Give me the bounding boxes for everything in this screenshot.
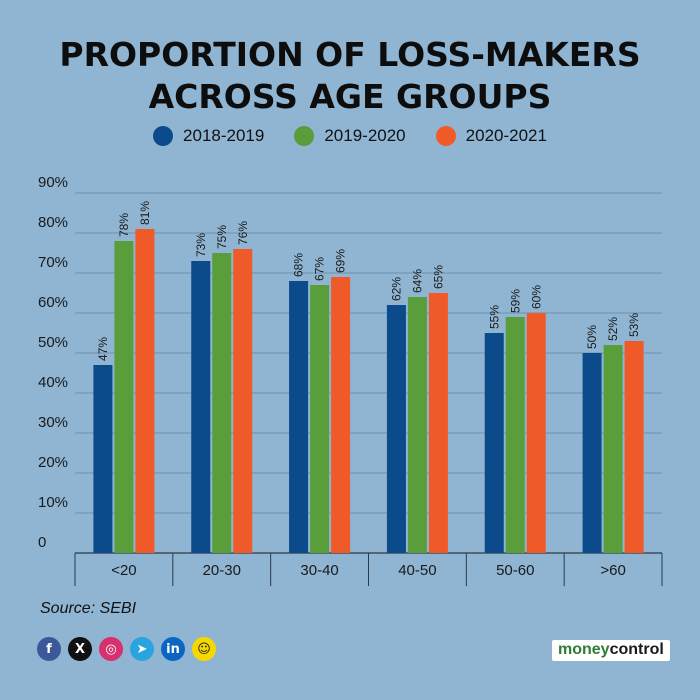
data-label: 60% [529,285,543,309]
legend-swatch [153,126,174,146]
bar [484,333,504,553]
x-tick-label: <20 [111,562,136,579]
data-label: 75% [215,225,229,249]
legend-label: 2020-2021 [465,126,547,145]
y-tick-label: 40% [38,374,68,391]
data-label: 76% [236,221,250,245]
legend-item-2018-2019: 2018-2019 [153,126,264,146]
bar [526,313,546,553]
source-note: Source: SEBI [40,600,137,617]
bar [114,241,134,553]
legend-swatch [435,126,456,146]
legend-item-2020-2021: 2020-2021 [435,126,547,146]
y-tick-label: 10% [38,494,68,511]
legend-label: 2018-2019 [183,126,265,145]
bar [505,317,525,553]
bar [310,285,330,553]
legend: 2018-2019 2019-2020 2020-2021 [0,126,700,146]
data-label: 64% [410,269,424,293]
y-tick-label: 20% [38,454,68,471]
linkedin-icon[interactable]: in [161,637,185,661]
x-tick-label: 20-30 [203,562,241,579]
y-tick-label: 70% [38,254,68,271]
telegram-icon[interactable]: ➤ [130,637,154,661]
bar [289,281,309,553]
x-tick-label: 50-60 [496,562,534,579]
x-tick-label: 30-40 [300,562,338,579]
snapchat-icon[interactable]: ☺ [192,637,216,661]
data-label: 59% [508,289,522,313]
chart-title-line-2: ACROSS AGE GROUPS [148,77,552,116]
data-label: 78% [117,213,131,237]
data-label: 52% [606,317,620,341]
logo-text-part-2: control [609,641,664,658]
data-label: 62% [389,277,403,301]
bar [212,253,232,553]
data-label: 68% [292,253,306,277]
y-tick-label: 90% [38,174,68,191]
y-tick-label: 60% [38,294,68,311]
data-label: 53% [627,313,641,337]
bar [407,297,427,553]
bar [331,277,351,553]
y-tick-label: 80% [38,214,68,231]
bar [135,229,155,553]
x-icon[interactable]: X [68,637,92,661]
bar [386,305,406,553]
social-links: f X ◎ ➤ in ☺ [37,637,216,661]
legend-label: 2019-2020 [324,126,406,145]
data-label: 69% [334,249,348,273]
instagram-icon[interactable]: ◎ [99,637,123,661]
data-label: 47% [96,337,110,361]
facebook-icon[interactable]: f [37,637,61,661]
data-label: 81% [138,201,152,225]
logo-text-part-1: money [558,641,610,658]
bar [603,345,623,553]
y-tick-label: 0 [38,534,46,551]
legend-swatch [294,126,315,146]
data-label: 65% [431,265,445,289]
bar [191,261,211,553]
y-tick-label: 30% [38,414,68,431]
bar [233,249,253,553]
y-tick-label: 50% [38,334,68,351]
chart-title-line-1: PROPORTION OF LOSS-MAKERS [59,35,641,74]
x-tick-label: 40-50 [398,562,436,579]
moneycontrol-logo[interactable]: money control [552,640,670,661]
data-label: 55% [487,305,501,329]
data-label: 67% [313,257,327,281]
bar [582,353,602,553]
data-label: 73% [194,233,208,257]
chart-title: PROPORTION OF LOSS-MAKERS ACROSS AGE GRO… [0,34,700,118]
bar [428,293,448,553]
x-tick-label: >60 [600,562,625,579]
legend-item-2019-2020: 2019-2020 [294,126,406,146]
bar [93,365,113,553]
bar [624,341,644,553]
data-label: 50% [585,325,599,349]
